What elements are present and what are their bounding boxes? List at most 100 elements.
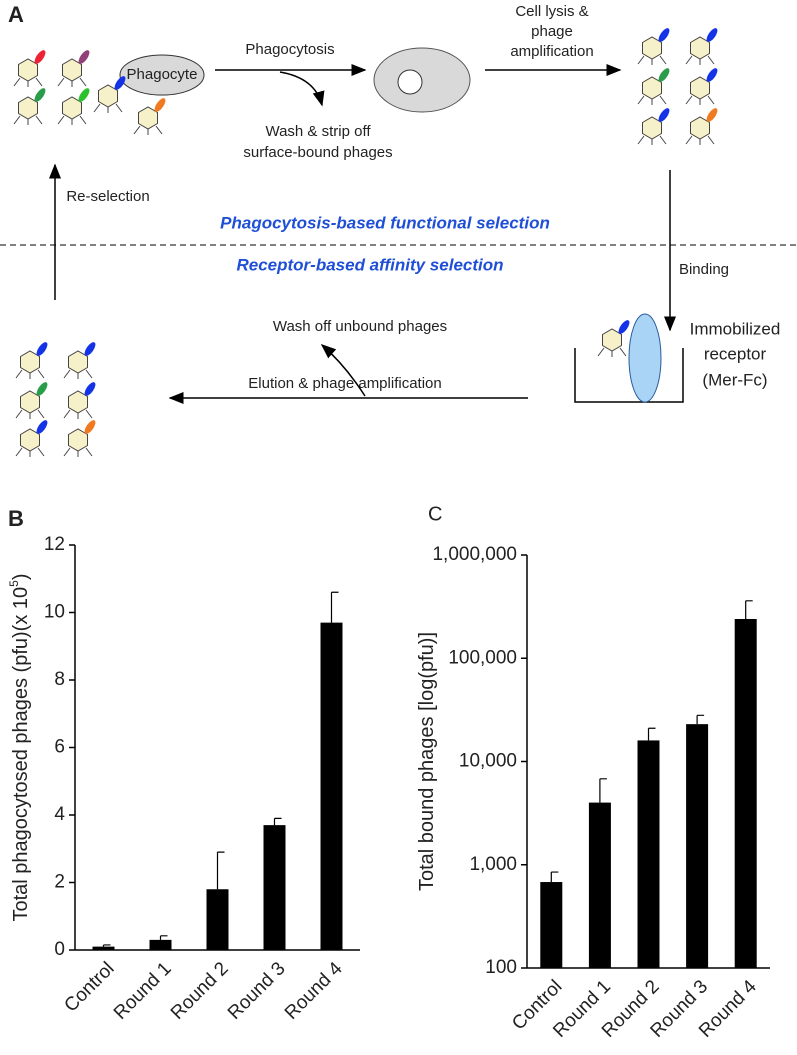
error-bar bbox=[330, 591, 339, 623]
y-axis-label: Total bound phages [log(pfu)] bbox=[416, 632, 438, 891]
error-bar bbox=[599, 778, 607, 803]
phage-head bbox=[18, 96, 38, 120]
phage-icon bbox=[13, 88, 46, 125]
y-axis-label: Total phagocytosed phages (pfu)(x 105) bbox=[7, 573, 32, 921]
phage-tag bbox=[658, 68, 670, 82]
bar bbox=[588, 802, 611, 968]
phage-legs bbox=[13, 77, 43, 87]
phage-icon bbox=[63, 382, 96, 419]
phage-tag bbox=[36, 420, 48, 434]
phage-icon bbox=[15, 420, 48, 457]
phage-head bbox=[62, 58, 82, 82]
bar bbox=[686, 724, 709, 968]
phage-icon bbox=[637, 68, 670, 105]
y-tick-label: 10,000 bbox=[459, 751, 517, 772]
phage-icon bbox=[637, 28, 670, 65]
phage-icon bbox=[15, 382, 48, 419]
phage-icon bbox=[57, 88, 90, 125]
bar bbox=[149, 939, 172, 950]
arrow bbox=[320, 344, 366, 397]
y-tick-label: 10 bbox=[44, 602, 65, 623]
phage-head bbox=[690, 36, 710, 60]
y-tick-label: 4 bbox=[54, 804, 65, 825]
wash-strip-label: Wash & strip off bbox=[265, 123, 371, 140]
receptor-shape bbox=[628, 313, 662, 403]
phage-legs bbox=[685, 55, 715, 65]
bar bbox=[637, 740, 660, 968]
phage-legs bbox=[637, 95, 667, 105]
y-tick-label: 2 bbox=[54, 872, 65, 893]
phage-tag bbox=[618, 320, 630, 334]
error-bar bbox=[159, 935, 168, 940]
phage-legs bbox=[57, 77, 87, 87]
phage-tag bbox=[34, 50, 46, 64]
phage-legs bbox=[637, 135, 667, 145]
bar bbox=[206, 889, 229, 950]
panel-label: B bbox=[8, 506, 24, 531]
lysis-label: phage bbox=[531, 23, 573, 40]
phage-legs bbox=[63, 447, 93, 457]
y-axis-label-part: Total phagocytosed phages (pfu)(x 10 bbox=[10, 587, 32, 922]
receptor-label: Immobilized bbox=[690, 319, 781, 338]
x-tick-label: Round 3 bbox=[224, 958, 290, 1024]
y-tick-label: 100,000 bbox=[448, 647, 517, 668]
phage-head bbox=[690, 116, 710, 140]
phage-icon bbox=[57, 50, 90, 87]
phage-legs bbox=[15, 447, 45, 457]
panel-label: A bbox=[8, 2, 24, 27]
y-axis-label-part: ) bbox=[10, 573, 32, 580]
y-tick-label: 1,000,000 bbox=[432, 544, 517, 565]
error-bar bbox=[745, 600, 753, 619]
y-tick-label: 100 bbox=[485, 957, 517, 978]
phage-icon bbox=[685, 108, 718, 145]
error-bar bbox=[647, 727, 656, 741]
phage-tag bbox=[706, 68, 718, 82]
phage-legs bbox=[597, 347, 627, 357]
x-tick-label: Round 2 bbox=[167, 958, 233, 1024]
phage-tag bbox=[36, 342, 48, 356]
phagocyte-label: Phagocyte bbox=[127, 66, 198, 83]
well bbox=[574, 348, 684, 403]
phage-icon bbox=[93, 76, 126, 113]
bar bbox=[263, 825, 286, 950]
phage-legs bbox=[685, 135, 715, 145]
bar bbox=[92, 946, 115, 950]
phage-tag bbox=[114, 76, 126, 90]
functional-label: Phagocytosis-based functional selection bbox=[220, 213, 550, 232]
y-axis-label-part: Total bound phages [log(pfu)] bbox=[416, 632, 438, 891]
reselection-label: Re-selection bbox=[66, 188, 149, 205]
phage-tag bbox=[78, 50, 90, 64]
phage-head bbox=[68, 428, 88, 452]
phage-head bbox=[690, 76, 710, 100]
phage-head bbox=[20, 390, 40, 414]
error-bar bbox=[273, 817, 282, 826]
phage-head bbox=[68, 350, 88, 374]
vacuole bbox=[397, 69, 423, 95]
y-tick-label: 1,000 bbox=[469, 854, 517, 875]
receptor-label: (Mer-Fc) bbox=[702, 370, 767, 389]
phage-tag bbox=[154, 98, 166, 112]
wash-strip-label: surface-bound phages bbox=[243, 144, 392, 161]
y-axis-label-part: 5 bbox=[7, 580, 21, 587]
bar bbox=[320, 622, 343, 950]
phage-head bbox=[602, 328, 622, 352]
elution-label: Elution & phage amplification bbox=[248, 375, 441, 392]
y-tick-label: 8 bbox=[54, 669, 65, 690]
phage-tag bbox=[84, 342, 96, 356]
phage-icon bbox=[63, 342, 96, 379]
receptor-label: receptor bbox=[704, 344, 767, 363]
lysis-label: Cell lysis & bbox=[515, 3, 588, 20]
phage-legs bbox=[57, 115, 87, 125]
phage-head bbox=[20, 428, 40, 452]
lysis-label: amplification bbox=[510, 43, 593, 60]
phage-icon bbox=[597, 320, 630, 357]
phage-tag bbox=[658, 108, 670, 122]
phage-tag bbox=[36, 382, 48, 396]
x-tick-label: Control bbox=[60, 958, 118, 1016]
y-tick-label: 0 bbox=[54, 939, 65, 960]
arrow bbox=[279, 71, 325, 107]
y-tick-label: 12 bbox=[44, 534, 65, 555]
phage-icon bbox=[685, 28, 718, 65]
phage-legs bbox=[13, 115, 43, 125]
